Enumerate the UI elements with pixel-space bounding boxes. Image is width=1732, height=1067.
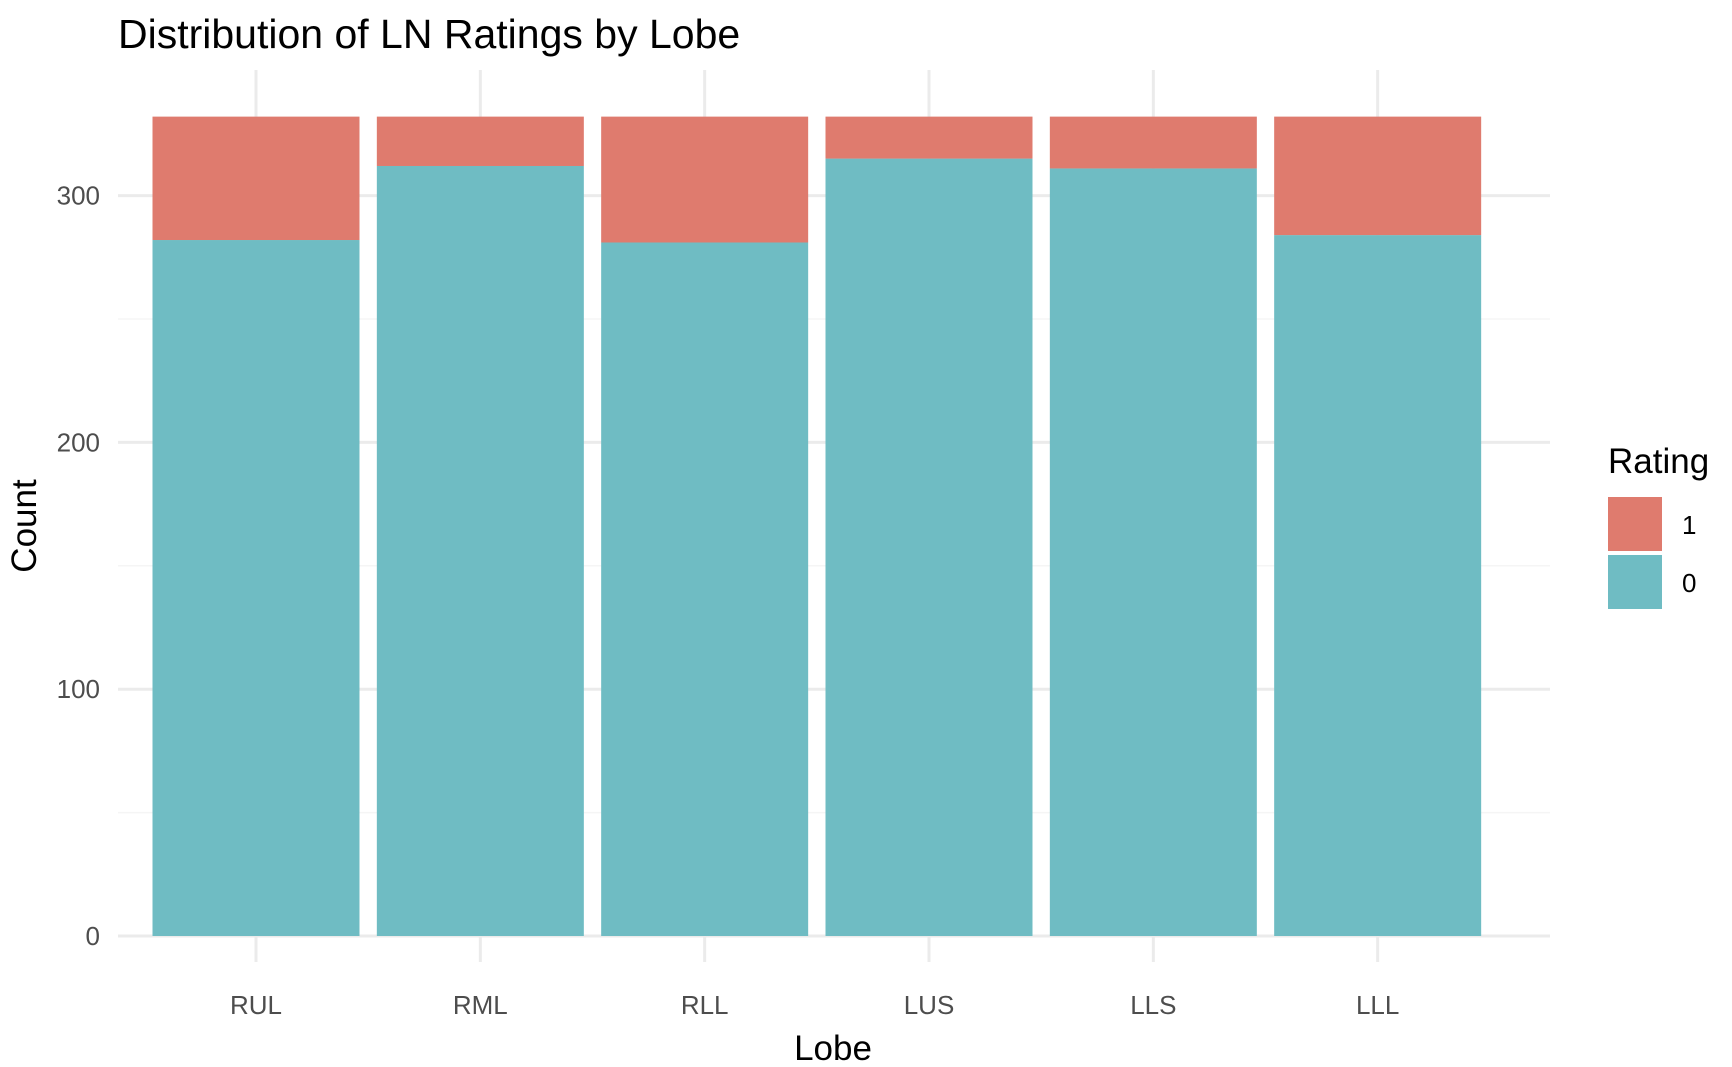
bar-RML-rating-0 xyxy=(376,165,584,936)
bar-RUL-rating-1 xyxy=(152,116,360,241)
bar-RUL-rating-0 xyxy=(152,240,360,937)
legend: Rating 1 0 xyxy=(1608,442,1709,609)
x-tick-label: RLL xyxy=(681,990,729,1020)
bar-LLL-rating-1 xyxy=(1274,116,1482,236)
y-axis-ticks: 0 100 200 300 xyxy=(57,181,100,951)
y-tick-label: 0 xyxy=(86,921,100,951)
bar-LUS-rating-0 xyxy=(825,158,1033,936)
bar-LLS-rating-1 xyxy=(1049,116,1257,169)
y-tick-label: 300 xyxy=(57,181,100,211)
bar-RLL-rating-1 xyxy=(601,116,809,243)
bar-LLS-rating-0 xyxy=(1049,168,1257,936)
bar-LLL-rating-0 xyxy=(1274,235,1482,936)
x-tick-label: LLL xyxy=(1356,990,1399,1020)
x-tick-label: RML xyxy=(453,990,508,1020)
x-tick-label: RUL xyxy=(230,990,282,1020)
legend-title: Rating xyxy=(1608,442,1709,481)
x-tick-label: LUS xyxy=(904,990,955,1020)
y-tick-label: 200 xyxy=(57,427,100,457)
y-axis-title: Count xyxy=(5,479,44,573)
x-tick-label: LLS xyxy=(1130,990,1176,1020)
legend-key-0 xyxy=(1608,555,1662,609)
x-axis-ticks: RUL RML RLL LUS LLS LLL xyxy=(230,990,1399,1020)
x-axis-title: Lobe xyxy=(794,1029,872,1067)
bar-RML-rating-1 xyxy=(376,116,584,166)
legend-key-1 xyxy=(1608,497,1662,551)
bar-LUS-rating-1 xyxy=(825,116,1033,159)
y-tick-label: 100 xyxy=(57,674,100,704)
legend-label: 0 xyxy=(1682,568,1696,598)
chart-title: Distribution of LN Ratings by Lobe xyxy=(118,11,740,57)
bars xyxy=(152,116,1482,937)
legend-label: 1 xyxy=(1682,510,1696,540)
bar-RLL-rating-0 xyxy=(601,242,809,936)
